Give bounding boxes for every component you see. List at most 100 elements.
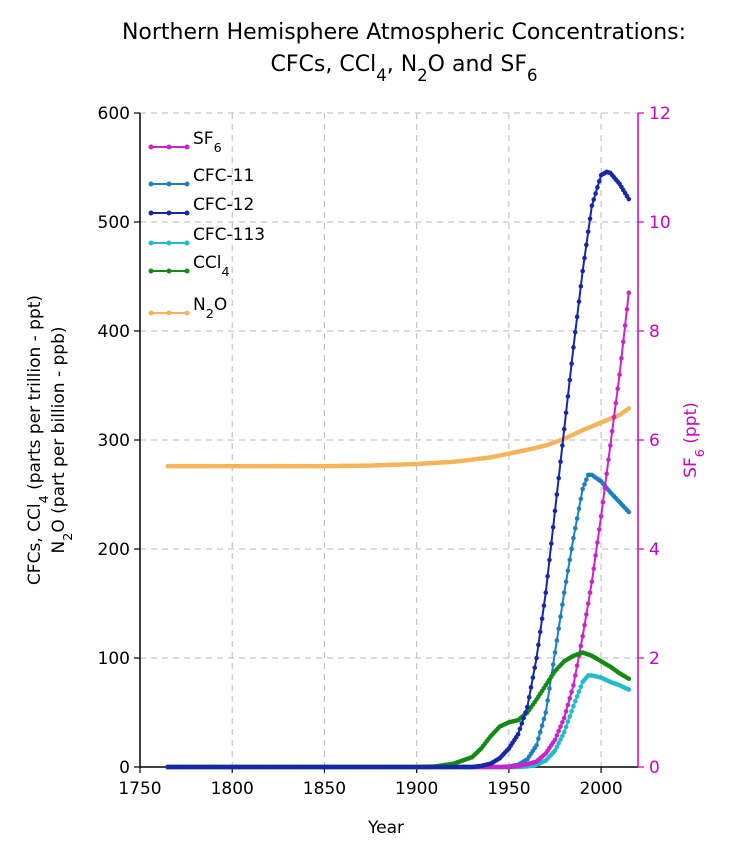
data-point	[561, 590, 567, 595]
data-point	[534, 655, 539, 661]
data-point	[578, 496, 584, 502]
legend-label: N2O	[193, 295, 227, 322]
data-point	[571, 345, 576, 350]
data-point	[547, 686, 552, 691]
data-point	[574, 516, 580, 521]
data-point	[530, 675, 536, 680]
series-ccl4	[165, 650, 632, 770]
x-tick-label: 1800	[211, 779, 254, 799]
legend-item-cfc-113: CFC-113	[148, 225, 265, 246]
data-point	[613, 400, 619, 406]
data-point	[552, 748, 558, 753]
data-point	[541, 603, 547, 608]
data-point	[558, 724, 563, 729]
data-point	[574, 314, 580, 320]
data-point	[593, 191, 598, 196]
x-tick-label: 1950	[487, 779, 530, 799]
data-point	[576, 299, 582, 304]
x-tick-label: 1750	[118, 779, 161, 799]
data-point	[608, 443, 613, 448]
legend-marker	[166, 268, 172, 274]
y-tick-label: 300	[98, 431, 130, 451]
data-point	[606, 457, 611, 462]
legend-item-cfc-11: CFC-11	[148, 166, 254, 187]
data-point	[572, 673, 578, 678]
data-point	[523, 710, 528, 715]
data-point	[525, 704, 530, 710]
x-tick-label: 2000	[579, 779, 622, 799]
series-line	[167, 473, 630, 768]
legend-marker	[148, 240, 154, 246]
data-point	[595, 185, 600, 190]
y2-tick-label: 0	[649, 758, 660, 778]
data-point	[558, 737, 563, 742]
data-point	[582, 623, 587, 628]
legend-item-n2o: N2O	[148, 295, 227, 322]
series-line	[167, 651, 630, 768]
data-point	[536, 736, 541, 741]
y2-tick-label: 4	[649, 540, 660, 560]
data-point	[580, 486, 585, 492]
legend-marker	[184, 240, 190, 246]
data-point	[609, 428, 615, 434]
data-point	[587, 216, 593, 222]
legend: SF6 CFC-11 CFC-12 CFC-113 CCl4 N2O	[148, 129, 265, 322]
x-axis-label: Year	[367, 818, 404, 838]
series-sf6	[165, 290, 632, 770]
data-point	[539, 616, 545, 622]
series-line	[167, 674, 630, 768]
data-point	[569, 708, 574, 714]
data-point	[543, 710, 549, 715]
legend-marker	[148, 210, 154, 216]
data-point	[565, 702, 571, 708]
chart-subtitle: CFCs, CCl4, N2O and SF6	[271, 52, 538, 85]
data-point	[563, 709, 569, 714]
data-point	[611, 414, 617, 420]
data-point	[554, 744, 560, 750]
data-point	[604, 471, 609, 477]
legend-label: SF6	[193, 129, 222, 156]
x-tick-label: 1850	[303, 779, 346, 799]
legend-marker	[184, 268, 190, 274]
legend-marker	[166, 144, 172, 150]
data-point	[547, 557, 552, 563]
data-point	[541, 716, 547, 722]
data-point	[526, 694, 532, 700]
data-point	[626, 406, 632, 411]
data-point	[569, 689, 574, 695]
y2-tick-label: 6	[649, 431, 660, 451]
data-point	[585, 601, 591, 606]
data-point	[537, 729, 543, 735]
data-point	[600, 499, 606, 505]
legend-marker	[148, 268, 154, 274]
data-point	[572, 329, 578, 335]
series-layer	[165, 169, 632, 770]
data-point	[626, 509, 632, 515]
data-point	[619, 355, 624, 361]
legend-marker	[184, 181, 190, 187]
data-point	[545, 698, 550, 703]
data-point	[595, 540, 600, 545]
data-point	[554, 492, 560, 497]
data-point	[571, 682, 576, 688]
data-point	[572, 525, 578, 531]
legend-marker	[166, 210, 172, 216]
data-point	[584, 612, 589, 617]
data-point	[565, 719, 571, 724]
legend-label: CFC-113	[193, 225, 265, 245]
legend-marker	[148, 310, 154, 316]
data-point	[589, 203, 595, 208]
legend-label: CFC-12	[193, 195, 254, 215]
data-point	[569, 361, 574, 367]
data-point	[591, 566, 597, 571]
series-line	[167, 407, 630, 468]
y-tick-label: 100	[98, 649, 130, 669]
data-point	[626, 290, 632, 296]
data-point	[556, 740, 561, 746]
data-point	[567, 696, 573, 701]
data-point	[626, 687, 632, 692]
data-point	[584, 242, 589, 248]
data-point	[563, 724, 569, 730]
data-point	[620, 339, 626, 345]
